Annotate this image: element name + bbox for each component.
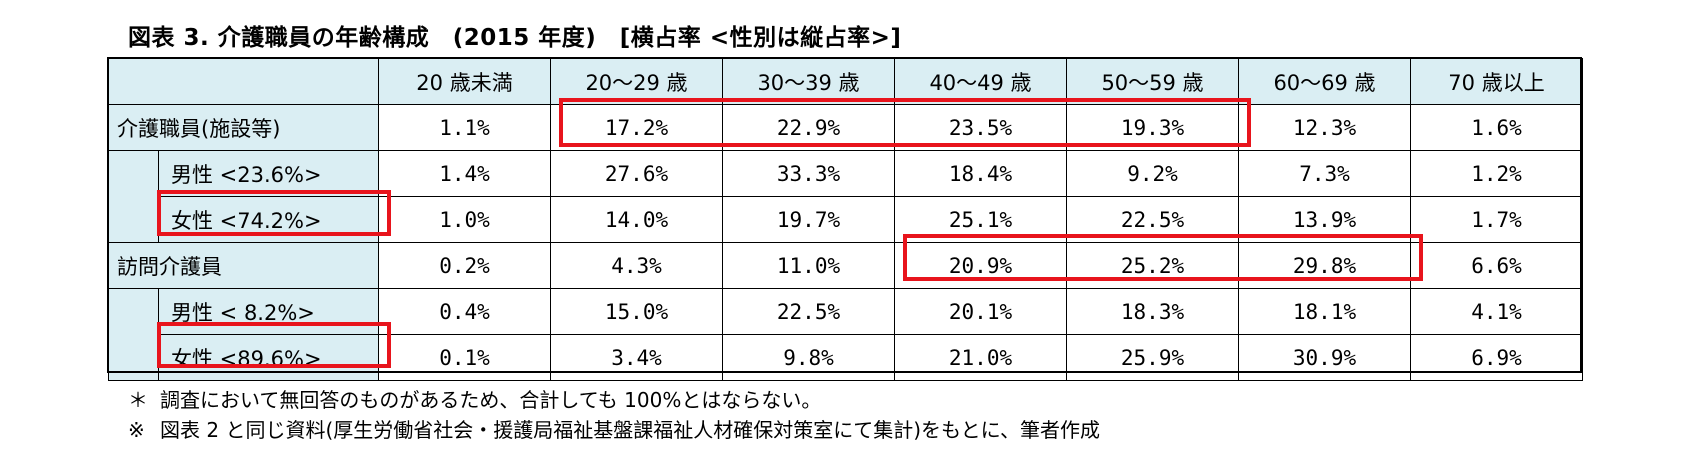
table-cell: 1.2% <box>1410 150 1583 197</box>
table-cell: 6.9% <box>1410 334 1583 381</box>
indent-cell <box>108 196 159 243</box>
table-cell: 30.9% <box>1238 334 1411 381</box>
table-cell: 22.5% <box>722 288 895 335</box>
table-cell: 25.9% <box>1066 334 1239 381</box>
column-header: 60〜69 歳 <box>1238 58 1411 105</box>
table-cell: 4.1% <box>1410 288 1583 335</box>
footnote-text: 調査において無回答のものがあるため、合計しても 100%とはならない。 <box>160 388 822 412</box>
table-header-row: 20 歳未満 20〜29 歳 30〜39 歳 40〜49 歳 50〜59 歳 6… <box>108 58 1583 105</box>
column-header: 30〜39 歳 <box>722 58 895 105</box>
source-note: ※ 図表 2 と同じ資料(厚生労働省社会・援護局福祉基盤課福祉人材確保対策室にて集… <box>128 414 1100 443</box>
column-header: 40〜49 歳 <box>894 58 1067 105</box>
table-cell: 18.3% <box>1066 288 1239 335</box>
header-corner-cell <box>108 58 379 105</box>
column-header: 20〜29 歳 <box>550 58 723 105</box>
source-note-mark: ※ <box>128 418 145 442</box>
table-cell: 1.7% <box>1410 196 1583 243</box>
table-cell: 1.6% <box>1410 104 1583 151</box>
table-cell: 15.0% <box>550 288 723 335</box>
source-note-text: 図表 2 と同じ資料(厚生労働省社会・援護局福祉基盤課福祉人材確保対策室にて集計… <box>160 418 1101 442</box>
column-header: 50〜59 歳 <box>1066 58 1239 105</box>
age-composition-table: 20 歳未満 20〜29 歳 30〜39 歳 40〜49 歳 50〜59 歳 6… <box>108 58 1583 381</box>
table-cell: 12.3% <box>1238 104 1411 151</box>
table-cell: 0.4% <box>378 288 551 335</box>
table-cell: 33.3% <box>722 150 895 197</box>
table-cell: 21.0% <box>894 334 1067 381</box>
row-label: 訪問介護員 <box>108 242 379 289</box>
table-row: 男性 < 8.2%> 0.4% 15.0% 22.5% 20.1% 18.3% … <box>108 288 1583 335</box>
table-cell: 1.1% <box>378 104 551 151</box>
table-cell: 14.0% <box>550 196 723 243</box>
table-cell: 11.0% <box>722 242 895 289</box>
table-cell: 9.2% <box>1066 150 1239 197</box>
table-cell: 6.6% <box>1410 242 1583 289</box>
column-header: 70 歳以上 <box>1410 58 1583 105</box>
table-cell: 18.1% <box>1238 288 1411 335</box>
indent-cell <box>108 288 159 335</box>
page-title: 図表 3. 介護職員の年齢構成 (2015 年度) [横占率 <性別は縦占率>] <box>128 25 902 51</box>
table-cell: 1.4% <box>378 150 551 197</box>
table-cell: 3.4% <box>550 334 723 381</box>
row-label: 男性 <23.6%> <box>158 150 379 197</box>
table-cell: 7.3% <box>1238 150 1411 197</box>
table-cell: 19.7% <box>722 196 895 243</box>
table-cell: 27.6% <box>550 150 723 197</box>
indent-cell <box>108 150 159 197</box>
table-cell: 0.1% <box>378 334 551 381</box>
table-row: 女性 <74.2%> 1.0% 14.0% 19.7% 25.1% 22.5% … <box>108 196 1583 243</box>
table-outer-border <box>107 57 1582 373</box>
table-row: 男性 <23.6%> 1.4% 27.6% 33.3% 18.4% 9.2% 7… <box>108 150 1583 197</box>
table-cell: 18.4% <box>894 150 1067 197</box>
table-row: 女性 <89.6%> 0.1% 3.4% 9.8% 21.0% 25.9% 30… <box>108 334 1583 381</box>
table-cell: 20.1% <box>894 288 1067 335</box>
table-row: 訪問介護員 0.2% 4.3% 11.0% 20.9% 25.2% 29.8% … <box>108 242 1583 289</box>
footnote: ＊ 調査において無回答のものがあるため、合計しても 100%とはならない。 <box>128 384 821 413</box>
footnote-mark: ＊ <box>128 388 148 412</box>
table-cell: 9.8% <box>722 334 895 381</box>
